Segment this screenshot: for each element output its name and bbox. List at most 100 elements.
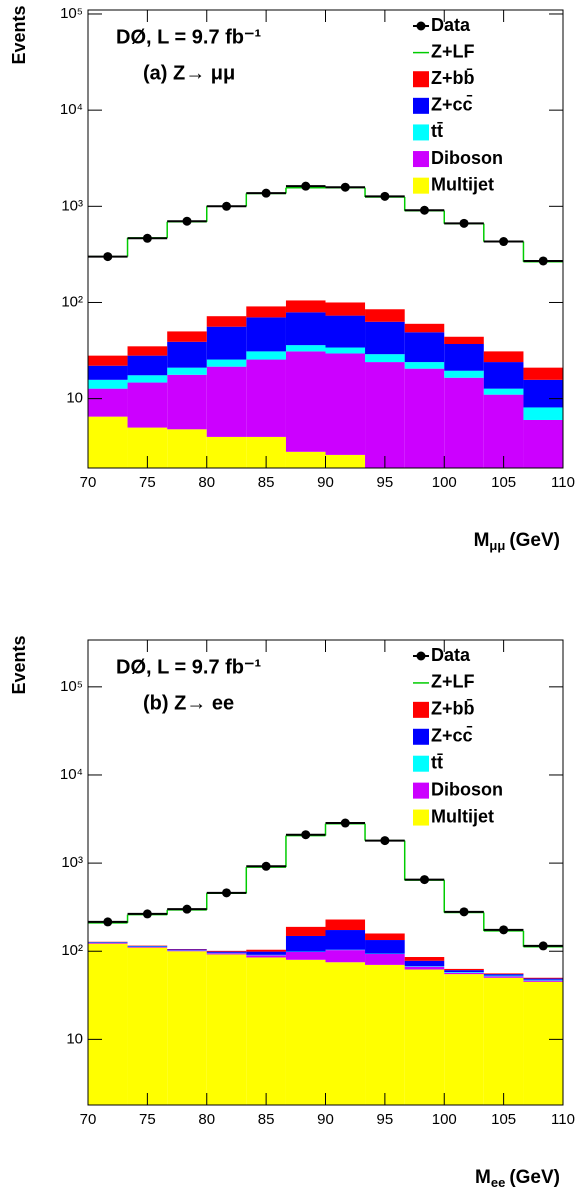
stack-bar <box>127 346 168 356</box>
stack-bar <box>325 353 366 455</box>
stack-bar <box>127 382 168 428</box>
stack-bar <box>206 359 247 367</box>
panel: 70 75 80 85 90 95 100 105 110 10 10² 10³ 10⁴ 10⁵ DØ, L… <box>9 5 575 553</box>
stack-bar <box>88 416 128 468</box>
legend-entry: Multijet <box>413 806 494 826</box>
legend-label: Z+bb̄ <box>431 698 475 718</box>
x-axis-label-main: M <box>475 1167 491 1188</box>
legend-label: Diboson <box>431 779 503 799</box>
data-marker <box>538 941 548 951</box>
stack-bar <box>523 407 563 420</box>
stack-bar <box>206 950 247 952</box>
panel: 70 75 80 85 90 95 100 105 110 10 10² 10³ 10⁴ 10⁵ DØ, L… <box>9 635 575 1188</box>
plot-area <box>88 181 563 468</box>
y-tick-label: 10⁵ <box>60 678 83 695</box>
stack-bar <box>404 960 445 966</box>
stack-bar <box>325 302 366 316</box>
y-tick-label: 10⁵ <box>60 5 83 22</box>
stack-bar <box>483 977 524 1105</box>
stack-bar <box>88 388 128 417</box>
stack-bar <box>127 427 168 468</box>
stack-bar <box>444 370 484 378</box>
data-marker <box>459 907 469 917</box>
legend-entry: Z+bb̄ <box>413 68 475 88</box>
data-point <box>127 909 168 919</box>
stack-bar <box>206 954 247 1105</box>
stack-bar <box>246 955 286 958</box>
x-axis-label: Mμμ (GeV) <box>474 530 560 553</box>
legend-swatch <box>413 782 429 799</box>
data-point <box>325 182 366 192</box>
x-axis-label-sub: μμ <box>489 538 505 553</box>
data-marker <box>103 917 113 927</box>
legend-label: Multijet <box>431 174 494 194</box>
legend-label: Multijet <box>431 806 494 826</box>
legend-entry: Z+LF <box>413 41 475 61</box>
stack-bar <box>246 306 286 318</box>
stack-bar <box>167 331 207 342</box>
data-point <box>285 181 326 191</box>
stack-bar <box>88 943 128 1105</box>
stack-bar <box>325 930 366 950</box>
data-point <box>444 907 484 917</box>
stack-bar <box>444 972 484 973</box>
data-point <box>523 256 563 266</box>
stack-bar <box>127 947 168 1105</box>
legend-label: Z+bb̄ <box>431 68 475 88</box>
legend-label: Z+cc̄ <box>431 94 473 114</box>
stack-bar <box>523 978 563 980</box>
x-tick-label: 90 <box>317 474 334 491</box>
stack-bar <box>523 379 563 408</box>
y-tick-label: 10² <box>61 942 83 959</box>
stack-bar <box>404 969 445 1105</box>
stack-bar <box>404 323 445 333</box>
x-axis-label-sub: ee <box>491 1175 505 1188</box>
x-tick-label: 105 <box>491 474 516 491</box>
stack-bar <box>365 954 405 965</box>
chart-subtitle: (b) Z→ ee <box>143 692 234 714</box>
stack-bar <box>523 980 563 982</box>
legend-entry: Z+LF <box>413 672 475 692</box>
y-tick-label: 10⁴ <box>60 766 83 783</box>
data-point <box>365 191 405 201</box>
stack-bar <box>483 394 524 468</box>
data-point <box>167 216 207 226</box>
stack-bar <box>444 974 484 1105</box>
x-tick-label: 80 <box>198 474 215 491</box>
stack-bar <box>285 345 326 352</box>
stack-bar <box>127 946 168 948</box>
data-marker <box>142 233 152 243</box>
stack-bar <box>483 973 524 975</box>
data-point <box>246 188 286 198</box>
data-marker <box>301 830 311 840</box>
stack-bar <box>88 379 128 389</box>
stack-bar <box>325 315 366 348</box>
stack-bar <box>483 388 524 395</box>
y-tick-label: 10³ <box>61 854 83 871</box>
x-tick-label: 110 <box>551 1111 575 1128</box>
y-tick-label: 10⁴ <box>60 101 83 118</box>
legend-entry: Z+cc̄ <box>413 94 473 115</box>
data-point <box>88 917 128 927</box>
stack-bar <box>246 359 286 437</box>
legend-swatch <box>413 728 429 745</box>
stack-bar <box>325 347 366 354</box>
x-tick-label: 70 <box>80 474 97 491</box>
data-marker <box>301 181 311 191</box>
x-tick-label: 75 <box>139 474 156 491</box>
legend-entry: Multijet <box>413 174 494 194</box>
legend-entry: Z+cc̄ <box>413 725 473 746</box>
legend-label: Z+LF <box>431 41 475 61</box>
stack-bar <box>206 326 247 360</box>
legend-swatch <box>413 177 429 194</box>
stack-bar <box>325 454 366 468</box>
stack-bar <box>404 957 445 961</box>
stack-bar <box>523 979 563 981</box>
stack-bar <box>523 981 563 1105</box>
x-tick-label: 85 <box>258 1111 275 1128</box>
stack-bar <box>246 317 286 352</box>
x-axis-label: Mee (GeV) <box>475 1167 560 1188</box>
x-tick-label: 100 <box>432 474 457 491</box>
legend-swatch <box>413 124 429 141</box>
